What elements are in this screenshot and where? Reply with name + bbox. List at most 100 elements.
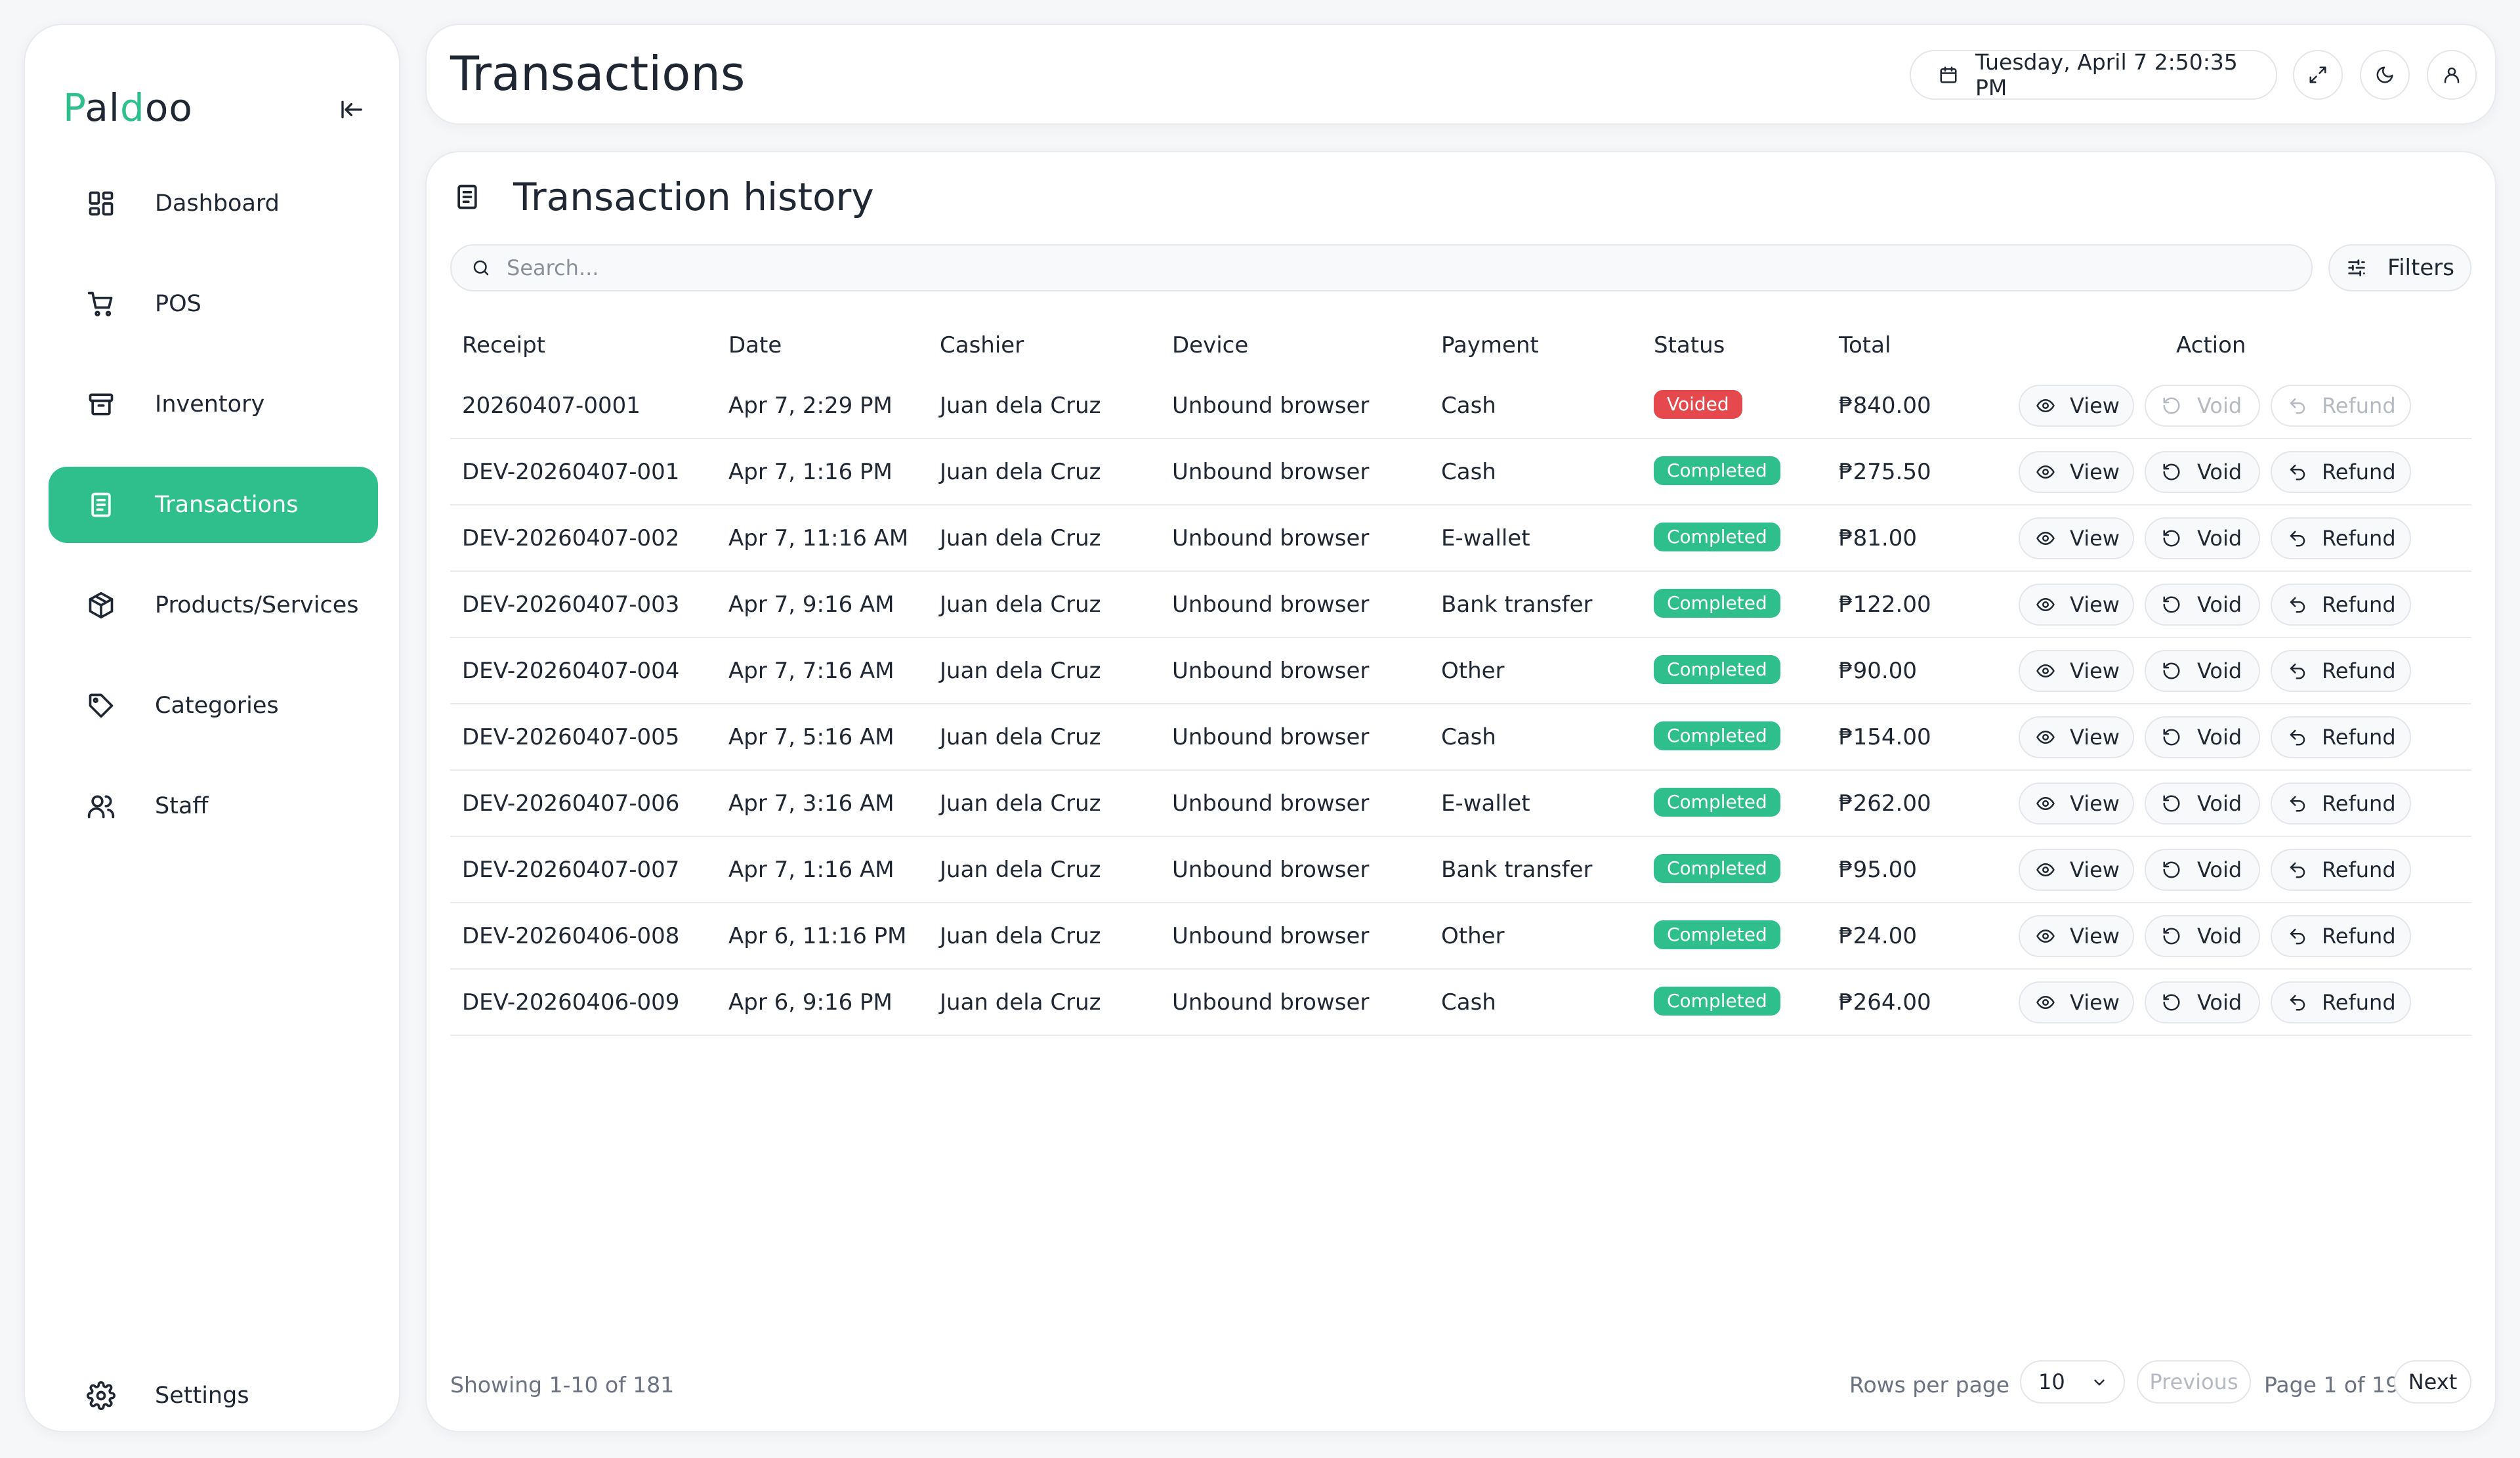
status-cell: Completed	[1654, 920, 1780, 952]
column-header-total[interactable]: Total	[1839, 332, 1891, 358]
view-button[interactable]: View	[2019, 451, 2134, 493]
refund-button[interactable]: Refund	[2271, 915, 2411, 957]
receipt-cell: DEV-20260407-004	[462, 658, 680, 684]
refund-button[interactable]: Refund	[2271, 650, 2411, 692]
view-button[interactable]: View	[2019, 584, 2134, 626]
void-button[interactable]: Void	[2145, 451, 2260, 493]
sidebar-item-transactions[interactable]: Transactions	[49, 467, 378, 543]
showing-count: Showing 1-10 of 181	[450, 1372, 675, 1398]
column-header-cashier[interactable]: Cashier	[940, 332, 1024, 358]
receipt-icon	[83, 486, 119, 523]
sidebar-item-settings[interactable]: Settings	[49, 1358, 378, 1434]
void-button[interactable]: Void	[2145, 915, 2260, 957]
column-header-date[interactable]: Date	[728, 332, 782, 358]
status-badge: Completed	[1654, 987, 1780, 1016]
receipt-cell: 20260407-0001	[462, 393, 640, 419]
next-page-button[interactable]: Next	[2394, 1360, 2471, 1404]
column-header-status[interactable]: Status	[1654, 332, 1725, 358]
user-profile-button[interactable]	[2427, 50, 2477, 100]
refund-button[interactable]: Refund	[2271, 385, 2411, 427]
search-bar[interactable]	[450, 244, 2313, 291]
refund-label: Refund	[2322, 725, 2396, 750]
previous-page-button[interactable]: Previous	[2137, 1360, 2251, 1404]
table-row[interactable]: DEV-20260407-006 Apr 7, 3:16 AM Juan dela …	[450, 771, 2471, 837]
status-badge: Completed	[1654, 655, 1780, 684]
fullscreen-button[interactable]	[2293, 50, 2343, 100]
table-row[interactable]: DEV-20260406-008 Apr 6, 11:16 PM Juan dela…	[450, 903, 2471, 970]
status-cell: Completed	[1654, 987, 1780, 1018]
row-actions: View Void Refund	[2019, 584, 2422, 626]
view-label: View	[2070, 990, 2120, 1015]
rows-per-page-value: 10	[2038, 1369, 2065, 1394]
void-button[interactable]: Void	[2145, 716, 2260, 758]
void-button[interactable]: Void	[2145, 517, 2260, 559]
collapse-sidebar-button[interactable]	[333, 91, 371, 129]
view-button[interactable]: View	[2019, 385, 2134, 427]
view-button[interactable]: View	[2019, 517, 2134, 559]
sidebar-item-label: POS	[155, 291, 201, 317]
undo-icon	[2288, 727, 2307, 748]
void-button[interactable]: Void	[2145, 849, 2260, 891]
undo-icon	[2288, 992, 2307, 1013]
rows-per-page-select[interactable]: 10	[2020, 1360, 2125, 1404]
table-row[interactable]: DEV-20260407-004 Apr 7, 7:16 AM Juan dela …	[450, 638, 2471, 704]
view-button[interactable]: View	[2019, 783, 2134, 825]
device-cell: Unbound browser	[1172, 923, 1370, 949]
row-actions: View Void Refund	[2019, 915, 2422, 957]
refund-button[interactable]: Refund	[2271, 584, 2411, 626]
sidebar-item-pos[interactable]: POS	[49, 266, 378, 342]
receipt-cell: DEV-20260407-001	[462, 459, 680, 485]
void-button[interactable]: Void	[2145, 584, 2260, 626]
refund-label: Refund	[2322, 658, 2396, 683]
user-icon	[2444, 67, 2460, 83]
filters-button[interactable]: Filters	[2328, 244, 2471, 291]
column-header-payment[interactable]: Payment	[1441, 332, 1539, 358]
void-label: Void	[2197, 857, 2242, 882]
package-icon	[83, 587, 119, 624]
sidebar-item-products-services[interactable]: Products/Services	[49, 567, 378, 643]
table-row[interactable]: DEV-20260407-002 Apr 7, 11:16 AM Juan dela…	[450, 505, 2471, 572]
table-row[interactable]: 20260407-0001 Apr 7, 2:29 PM Juan dela Cru…	[450, 373, 2471, 439]
refund-button[interactable]: Refund	[2271, 716, 2411, 758]
void-button[interactable]: Void	[2145, 385, 2260, 427]
view-button[interactable]: View	[2019, 849, 2134, 891]
refund-label: Refund	[2322, 592, 2396, 617]
undo-icon	[2288, 461, 2307, 482]
sidebar-item-categories[interactable]: Categories	[49, 668, 378, 744]
void-button[interactable]: Void	[2145, 650, 2260, 692]
view-button[interactable]: View	[2019, 650, 2134, 692]
undo-icon	[2288, 859, 2307, 880]
view-button[interactable]: View	[2019, 981, 2134, 1023]
column-header-device[interactable]: Device	[1172, 332, 1249, 358]
table-row[interactable]: DEV-20260407-007 Apr 7, 1:16 AM Juan dela …	[450, 837, 2471, 903]
undo-icon	[2288, 793, 2307, 814]
refund-button[interactable]: Refund	[2271, 451, 2411, 493]
sidebar-item-staff[interactable]: Staff	[49, 768, 378, 844]
table-row[interactable]: DEV-20260407-005 Apr 7, 5:16 AM Juan dela …	[450, 704, 2471, 771]
table-row[interactable]: DEV-20260407-001 Apr 7, 1:16 PM Juan dela …	[450, 439, 2471, 505]
row-actions: View Void Refund	[2019, 517, 2422, 559]
receipt-cell: DEV-20260407-005	[462, 724, 680, 750]
section-title: Transaction history	[453, 175, 874, 219]
sidebar-item-dashboard[interactable]: Dashboard	[49, 165, 378, 242]
refund-button[interactable]: Refund	[2271, 783, 2411, 825]
cashier-cell: Juan dela Cruz	[940, 459, 1101, 485]
search-input[interactable]	[507, 255, 2278, 280]
sidebar-item-inventory[interactable]: Inventory	[49, 366, 378, 442]
table-row[interactable]: DEV-20260406-009 Apr 6, 9:16 PM Juan dela …	[450, 970, 2471, 1036]
refund-button[interactable]: Refund	[2271, 849, 2411, 891]
theme-toggle-button[interactable]	[2360, 50, 2410, 100]
view-button[interactable]: View	[2019, 915, 2134, 957]
row-actions: View Void Refund	[2019, 849, 2422, 891]
refund-button[interactable]: Refund	[2271, 981, 2411, 1023]
undo-icon	[2288, 528, 2307, 549]
column-header-receipt[interactable]: Receipt	[462, 332, 545, 358]
refund-button[interactable]: Refund	[2271, 517, 2411, 559]
void-button[interactable]: Void	[2145, 981, 2260, 1023]
table-row[interactable]: DEV-20260407-003 Apr 7, 9:16 AM Juan dela …	[450, 572, 2471, 638]
status-cell: Completed	[1654, 721, 1780, 753]
view-button[interactable]: View	[2019, 716, 2134, 758]
column-header-action: Action	[2176, 332, 2246, 358]
app-logo[interactable]: Paldoo	[63, 85, 193, 130]
void-button[interactable]: Void	[2145, 783, 2260, 825]
